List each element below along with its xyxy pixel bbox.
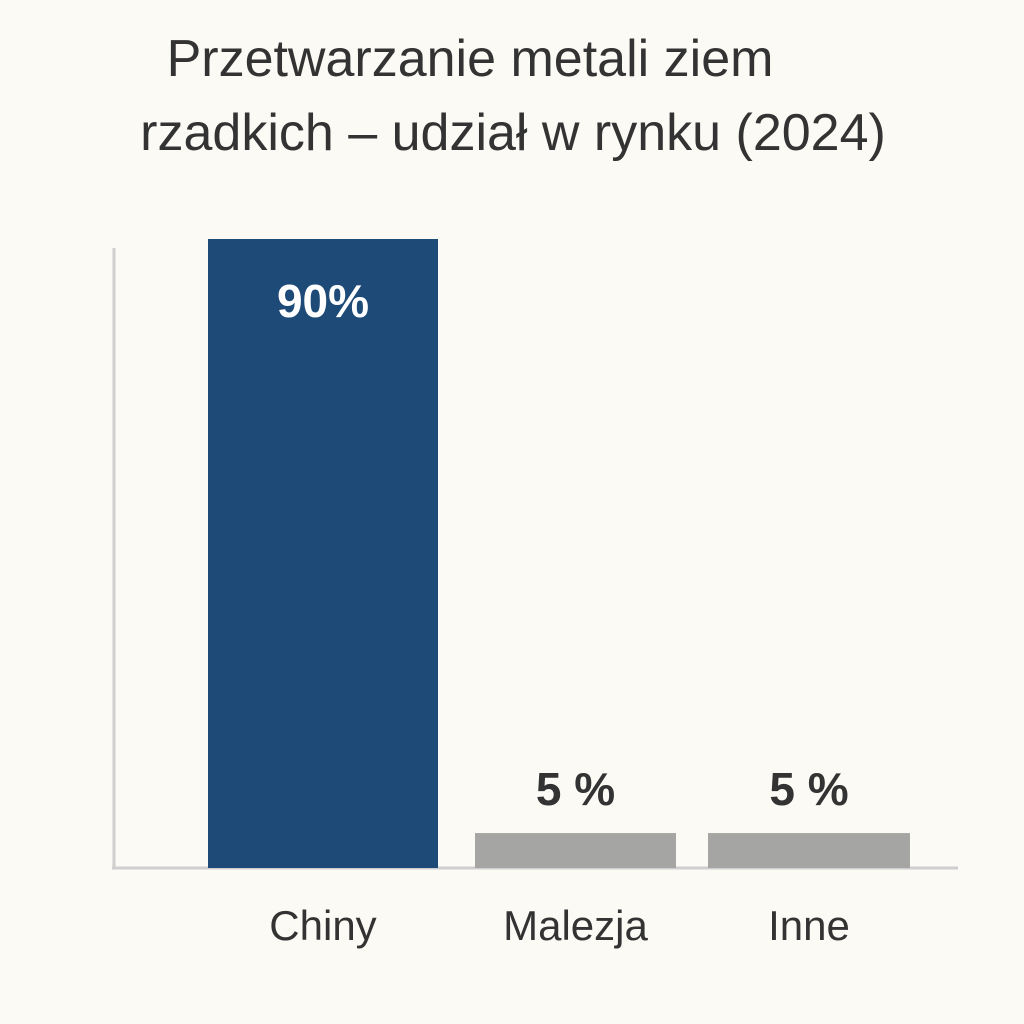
data-label-malezja: 5 % bbox=[536, 763, 615, 815]
data-label-inne: 5 % bbox=[769, 763, 848, 815]
chart-title-line-2: rzadkich – udział w rynku (2024) bbox=[140, 104, 886, 162]
data-label-chiny: 90% bbox=[277, 275, 369, 327]
bar-malezja bbox=[475, 833, 676, 868]
x-tick-label-inne: Inne bbox=[768, 902, 850, 949]
bars-group bbox=[208, 239, 910, 868]
chart-title-line-1: Przetwarzanie metali ziem bbox=[167, 30, 774, 88]
bar-inne bbox=[708, 833, 910, 868]
data-labels-group: 90% 5 % 5 % bbox=[277, 275, 849, 815]
bar-chiny bbox=[208, 239, 438, 868]
x-tick-label-malezja: Malezja bbox=[503, 902, 648, 949]
x-tick-labels-group: Chiny Malezja Inne bbox=[269, 902, 850, 949]
x-tick-label-chiny: Chiny bbox=[269, 902, 376, 949]
